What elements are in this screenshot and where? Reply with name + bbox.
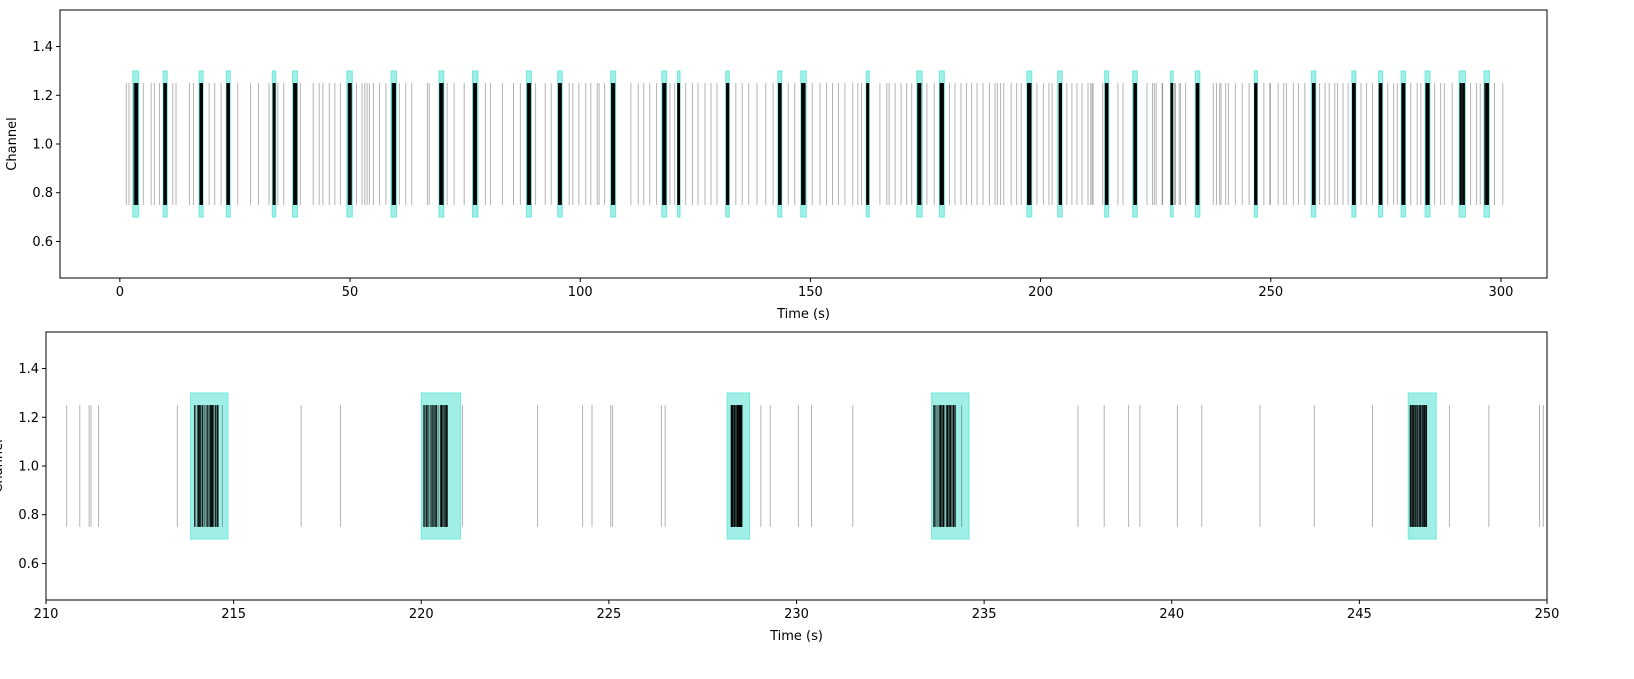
spike-lines xyxy=(125,83,1504,205)
y-tick-label: 0.6 xyxy=(18,557,39,572)
x-axis-label: Time (s) xyxy=(769,629,823,644)
raster-panel-full: 0 50 100 150 200 250 300 0.6 0.8 1.0 1.2 1.4 Time … xyxy=(5,9,1548,322)
x-tick-label: 250 xyxy=(1535,607,1560,622)
x-tick-label: 0 xyxy=(116,285,124,300)
raster-panel-zoom: 210 215 220 225 230 235 240 245 250 0.6 0.8 1.0 1.2… xyxy=(0,331,1560,644)
x-axis-label: Time (s) xyxy=(776,307,830,322)
x-tick-label: 235 xyxy=(972,607,997,622)
x-tick-label: 225 xyxy=(596,607,621,622)
x-tick-label: 220 xyxy=(409,607,434,622)
y-axis-label: Channel xyxy=(5,117,20,170)
x-tick-label: 215 xyxy=(221,607,246,622)
x-tick-label: 200 xyxy=(1028,285,1053,300)
y-axis-ticks: 0.6 0.8 1.0 1.2 1.4 xyxy=(18,362,46,572)
x-tick-label: 100 xyxy=(568,285,593,300)
y-tick-label: 1.0 xyxy=(32,138,53,153)
y-axis-ticks: 0.6 0.8 1.0 1.2 1.4 xyxy=(32,40,60,250)
x-tick-label: 150 xyxy=(798,285,823,300)
x-tick-label: 50 xyxy=(342,285,359,300)
y-tick-label: 1.2 xyxy=(32,89,53,104)
x-tick-label: 230 xyxy=(784,607,809,622)
y-tick-label: 1.0 xyxy=(18,460,39,475)
spike-lines xyxy=(66,405,1544,527)
x-tick-label: 210 xyxy=(34,607,59,622)
x-tick-label: 250 xyxy=(1258,285,1283,300)
y-tick-label: 1.4 xyxy=(18,362,39,377)
x-axis-ticks: 0 50 100 150 200 250 300 xyxy=(116,278,1514,300)
y-axis-label: Channel xyxy=(0,439,6,492)
y-tick-label: 0.6 xyxy=(32,235,53,250)
x-tick-label: 245 xyxy=(1347,607,1372,622)
x-tick-label: 300 xyxy=(1489,285,1514,300)
x-tick-label: 240 xyxy=(1159,607,1184,622)
y-tick-label: 0.8 xyxy=(32,186,53,201)
x-axis-ticks: 210 215 220 225 230 235 240 245 250 xyxy=(34,600,1560,622)
y-tick-label: 1.4 xyxy=(32,40,53,55)
y-tick-label: 1.2 xyxy=(18,411,39,426)
y-tick-label: 0.8 xyxy=(18,508,39,523)
